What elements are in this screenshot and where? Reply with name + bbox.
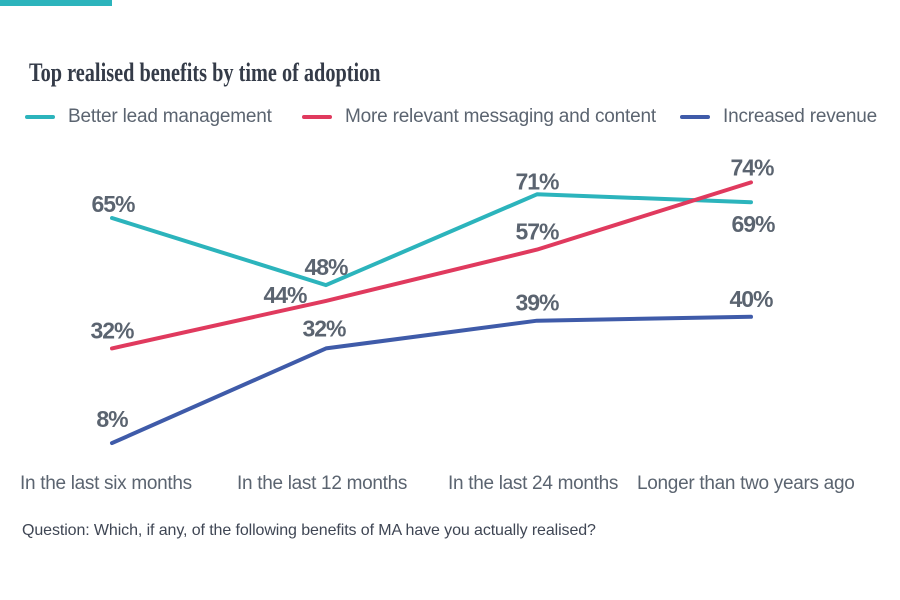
legend-swatch-red [302,114,332,120]
data-label: 8% [96,406,128,432]
data-label: 32% [302,315,346,341]
data-label: 69% [731,211,775,237]
series-line-more-relevant-messaging-and-content [110,180,753,351]
series-line-increased-revenue [110,314,753,446]
legend-label: Better lead management [68,106,272,127]
page-title: Top realised benefits by time of adoptio… [29,58,381,87]
legend-item-increased-revenue: Increased revenue [680,106,877,128]
question-footnote: Question: Which, if any, of the followin… [22,522,596,539]
x-axis-label: In the last six months [20,473,192,494]
data-label: 32% [90,317,134,343]
data-label: 40% [729,286,773,312]
legend-swatch-teal [25,114,55,120]
legend-item-better-lead-management: Better lead management [25,106,272,128]
data-label: 57% [515,219,559,245]
x-axis-label: In the last 24 months [448,473,619,494]
data-label: 71% [515,168,559,194]
legend-item-more-relevant-messaging: More relevant messaging and content [302,106,656,128]
x-axis-label: In the last 12 months [237,473,408,494]
legend-swatch-navy [680,114,710,120]
data-label: 44% [263,282,307,308]
data-label: 39% [515,290,559,316]
accent-bar [0,0,112,6]
data-label: 65% [91,191,135,217]
series-line-better-lead-management [110,192,753,288]
legend-label: More relevant messaging and content [345,106,656,127]
legend-label: Increased revenue [723,106,877,127]
data-label: 74% [730,154,774,180]
data-label: 48% [304,254,348,280]
x-axis-label: Longer than two years ago [637,473,855,494]
